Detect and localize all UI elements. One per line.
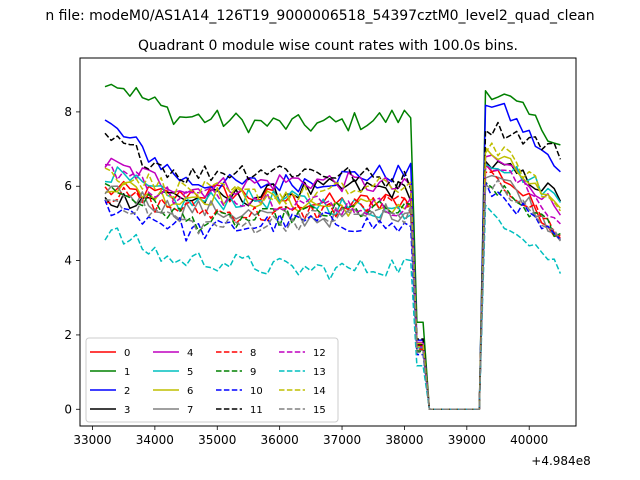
legend-label-7: 7 <box>187 405 193 416</box>
x-offset-label: +4.984e8 <box>531 454 590 468</box>
legend-label-12: 12 <box>313 348 326 359</box>
legend-label-1: 1 <box>124 367 130 378</box>
legend-label-3: 3 <box>124 405 130 416</box>
legend-label-4: 4 <box>187 348 193 359</box>
plot-lines <box>104 83 562 411</box>
y-tick-label: 0 <box>64 402 72 416</box>
legend-label-8: 8 <box>250 348 256 359</box>
x-tick-label: 39000 <box>448 433 486 447</box>
legend-label-2: 2 <box>124 386 130 397</box>
legend-label-5: 5 <box>187 367 193 378</box>
y-tick-label: 4 <box>64 254 72 268</box>
x-tick-label: 34000 <box>136 433 174 447</box>
series-line-11 <box>104 121 562 411</box>
x-tick-label: 38000 <box>385 433 423 447</box>
y-tick-label: 6 <box>64 179 72 193</box>
legend-label-0: 0 <box>124 348 130 359</box>
legend-label-9: 9 <box>250 367 256 378</box>
y-tick-label: 8 <box>64 105 72 119</box>
x-tick-label: 36000 <box>261 433 299 447</box>
y-axis-ticks: 0 2 4 6 8 <box>64 105 80 416</box>
legend-label-15: 15 <box>313 405 326 416</box>
chart-title: Quadrant 0 module wise count rates with … <box>138 38 518 54</box>
legend-label-10: 10 <box>250 386 263 397</box>
legend-box <box>85 337 339 423</box>
figure-suptitle: n file: modeM0/AS1A14_126T19_9000006518_… <box>45 8 594 24</box>
legend-label-6: 6 <box>187 386 193 397</box>
legend-label-13: 13 <box>313 367 326 378</box>
x-axis-ticks: 33000 34000 35000 36000 37000 38000 39000 40000 <box>73 426 548 447</box>
x-tick-label: 40000 <box>510 433 548 447</box>
legend-label-11: 11 <box>250 405 263 416</box>
x-tick-label: 35000 <box>198 433 236 447</box>
x-tick-label: 33000 <box>73 433 111 447</box>
axes-frame <box>79 57 577 427</box>
legend-label-14: 14 <box>313 386 326 397</box>
series-line-15 <box>105 179 562 411</box>
x-tick-label: 37000 <box>323 433 361 447</box>
y-tick-label: 2 <box>64 328 72 342</box>
